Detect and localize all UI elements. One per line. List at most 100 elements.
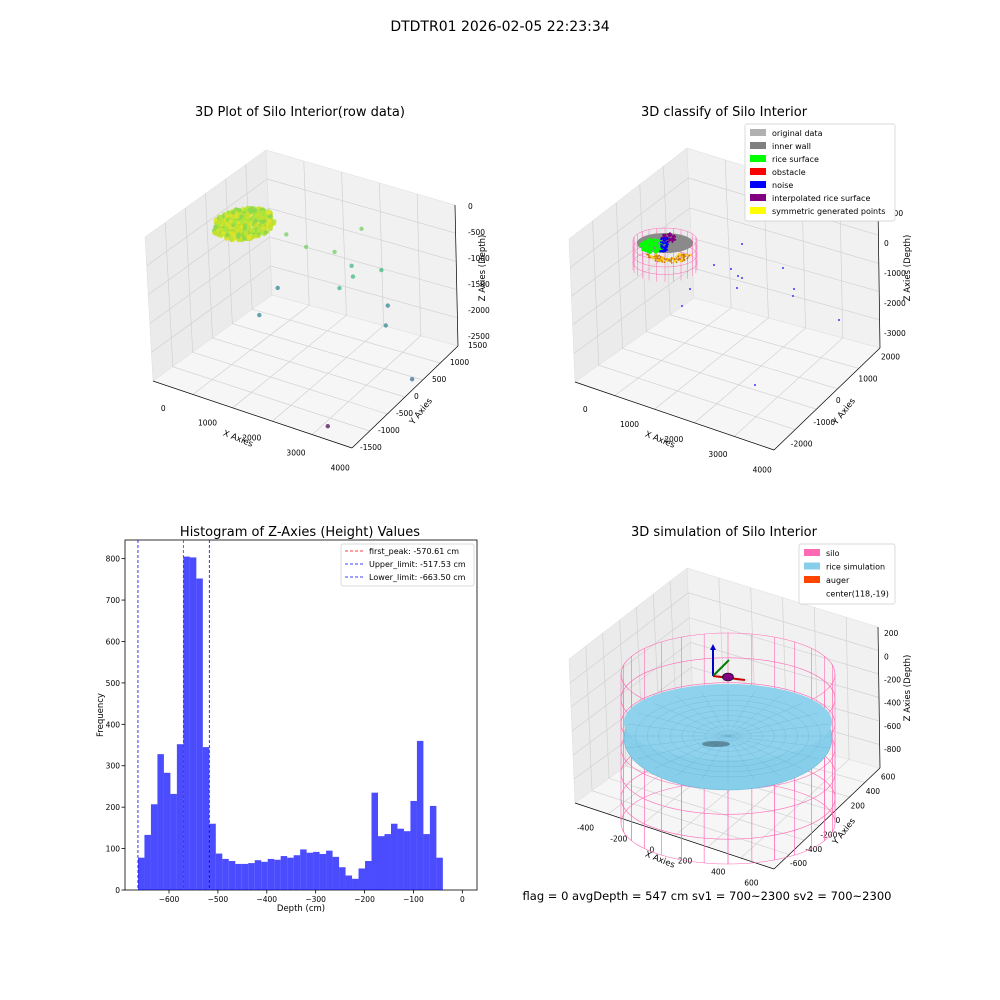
legend-label: Lower_limit: -663.50 cm: [369, 573, 466, 582]
rice-surface-point: [654, 251, 657, 254]
rice-surface-point: [643, 245, 646, 249]
legend-swatch: [750, 207, 766, 214]
x-tick-label: 3000: [708, 450, 727, 459]
z-tick-label: -2500: [468, 332, 490, 341]
surface-point-cloud: [212, 205, 277, 243]
y-tick-label: -1000: [378, 426, 400, 435]
interpolated-point: [672, 236, 675, 239]
rice-surface-point: [654, 238, 657, 241]
y-tick-label: 0: [414, 392, 419, 401]
rice-surface-point: [642, 248, 645, 251]
symmetric-point: [674, 256, 677, 259]
axis-x-line: [574, 381, 775, 451]
noise-point: [730, 268, 732, 270]
legend-swatch: [750, 168, 766, 175]
histogram-bar: [287, 857, 294, 890]
axis-z-line: [877, 626, 881, 769]
interpolated-point: [668, 238, 671, 241]
gridline-z: [570, 617, 879, 708]
y-tick-label: 600: [106, 637, 121, 646]
axis-z-line: [454, 204, 459, 347]
rice-surface-point: [648, 251, 652, 254]
gridline-z: [569, 592, 879, 684]
legend-swatch: [804, 549, 820, 556]
symmetric-point: [665, 260, 668, 262]
surface-point: [228, 219, 233, 224]
surface-point: [243, 207, 248, 212]
y-tick-label: 400: [106, 720, 121, 729]
data-point: [383, 323, 388, 328]
rice-simulation-surface: [623, 684, 833, 791]
histogram-bar: [183, 556, 190, 890]
histogram-bars: [137, 556, 443, 890]
symmetric-point: [648, 256, 650, 258]
noise-point: [663, 239, 666, 242]
histogram-bar: [196, 578, 203, 890]
y-tick-label: 1000: [450, 358, 469, 367]
symmetric-points: [646, 253, 692, 264]
x-tick-label: 400: [711, 868, 726, 877]
noise-point: [659, 241, 662, 244]
surface-point: [262, 218, 267, 224]
noise-point: [681, 305, 683, 307]
surface-point: [237, 207, 242, 213]
surface-point: [213, 230, 218, 235]
noise-point: [741, 277, 743, 279]
symmetric-point: [668, 259, 670, 262]
x-tick-label: 0: [583, 405, 588, 414]
y-tick-label: 1500: [468, 341, 487, 350]
histogram-bar: [209, 823, 216, 890]
surface-point: [246, 235, 252, 240]
y-tick-label: 800: [106, 555, 121, 564]
mesh-spoke: [727, 735, 781, 776]
noise-point: [665, 243, 668, 246]
noise-point: [659, 250, 662, 253]
y-tick-label: -400: [805, 845, 822, 854]
x-tick-label: 3000: [286, 448, 305, 457]
noise-point: [661, 245, 664, 248]
symmetric-point: [650, 255, 652, 257]
symmetric-point: [682, 253, 684, 256]
axis-x-line: [574, 802, 775, 870]
symmetric-point: [662, 256, 665, 259]
surface-point: [231, 210, 236, 215]
z-tick-label: 200: [884, 629, 899, 638]
rice-surface-point: [656, 244, 660, 247]
mesh-spoke: [654, 703, 729, 737]
rice-surface-point: [658, 246, 661, 249]
z-axis-label: Z Axies (Depth): [903, 655, 913, 722]
symmetric-point: [654, 255, 656, 257]
histogram-bar: [300, 849, 307, 890]
surface-point: [261, 209, 266, 215]
gridline-y: [184, 207, 388, 415]
histogram-bar: [189, 557, 197, 890]
data-point: [257, 312, 262, 318]
z-tick-label: 0: [884, 239, 889, 248]
x-tick-label: 4000: [331, 463, 350, 472]
y-tick-label: -1500: [360, 443, 382, 452]
symmetric-point: [677, 259, 680, 261]
surface-point: [267, 218, 273, 224]
symmetric-point: [679, 254, 682, 256]
axis-x-line: [152, 380, 353, 449]
legend-label: silo: [826, 549, 840, 558]
x-tick-label: 1000: [198, 419, 217, 428]
legend-label: rice simulation: [826, 563, 885, 572]
histogram-bar: [306, 852, 314, 890]
mesh-spoke: [727, 735, 802, 769]
symmetric-point: [663, 261, 666, 264]
x-axis-label: Depth (cm): [277, 904, 325, 914]
noise-point: [660, 243, 663, 246]
panel-title: 3D simulation of Silo Interior: [631, 525, 818, 540]
x-tick-label: 0: [650, 846, 655, 855]
x-tick-label: 0: [161, 404, 166, 413]
panel-title: 3D Plot of Silo Interior(row data): [195, 105, 405, 120]
mesh-spoke: [727, 712, 819, 737]
z-tick-label: -2000: [468, 306, 490, 315]
mesh-spoke: [727, 735, 756, 781]
symmetric-point: [670, 258, 673, 261]
symmetric-point: [669, 260, 672, 262]
legend-swatch: [750, 181, 766, 188]
noise-point: [666, 236, 669, 239]
